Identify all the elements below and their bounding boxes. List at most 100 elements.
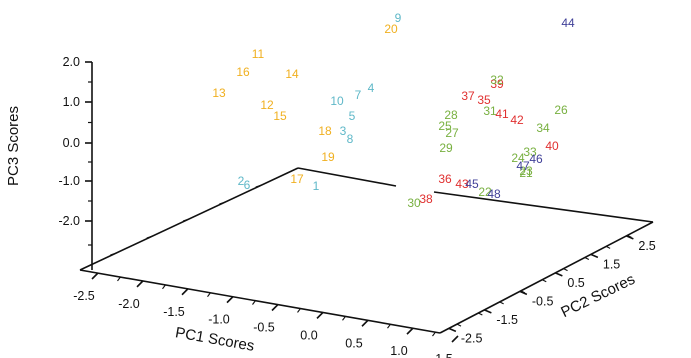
pc2-minor-tick xyxy=(605,245,611,249)
data-point-label: 3 xyxy=(340,124,347,138)
pc2-major-tick xyxy=(590,253,599,259)
pc2-tick-label: 1.5 xyxy=(603,257,620,271)
pc1-minor-tick xyxy=(162,284,166,290)
pc3-tick-label: 1.0 xyxy=(63,95,80,109)
pc1-major-tick xyxy=(226,296,234,304)
pc2-major-tick xyxy=(448,327,457,333)
pc1-axis-label: PC1 Scores xyxy=(174,324,256,355)
pc1-major-tick xyxy=(271,303,279,312)
data-point-label: 43 xyxy=(455,177,469,191)
data-point-label: 37 xyxy=(461,89,475,103)
data-point-label: 4 xyxy=(368,81,375,95)
pc1-major-tick xyxy=(91,272,99,280)
data-point-label: 21 xyxy=(519,166,533,180)
pc2-major-tick xyxy=(519,290,528,296)
data-point-label: 31 xyxy=(483,104,497,118)
data-point-label: 45 xyxy=(465,177,479,191)
pc1-tick-label: 0.0 xyxy=(300,328,317,342)
data-point-label: 32 xyxy=(490,73,504,87)
data-point-label: 7 xyxy=(355,88,362,102)
pc1-tick-label: 1.0 xyxy=(390,344,407,358)
pc1-tick-label: -2.0 xyxy=(118,297,140,311)
pc1-minor-tick xyxy=(117,276,121,282)
pc2-minor-tick xyxy=(584,257,590,261)
tick-labels: 2.0 1.0 0.0 -1.0 -2.0 -2.5 -2.0 -1.5 -1.0 -0.5 0.0… xyxy=(58,55,655,358)
pc2-minor-tick xyxy=(478,312,483,316)
axes xyxy=(79,61,654,343)
floor-edge-tick xyxy=(110,252,117,256)
data-point-label: 38 xyxy=(419,192,433,206)
floor-edge-tick xyxy=(182,218,190,222)
pc1-major-tick xyxy=(361,319,369,327)
pc2-tick-label: 0.5 xyxy=(567,276,584,290)
pc2-tick-label: 2.5 xyxy=(638,239,655,253)
pc3-axis-label: PC3 Scores xyxy=(5,106,22,186)
pc3-tick-label: -1.0 xyxy=(58,174,80,188)
pc3-tick-label: -2.0 xyxy=(58,214,80,228)
pc3-tick-label: 2.0 xyxy=(63,55,80,69)
pc2-minor-tick xyxy=(627,234,632,238)
pc1-tick-label: -1.0 xyxy=(208,313,230,327)
pc1-tick-label: -1.5 xyxy=(163,305,185,319)
pc1-axis-line xyxy=(79,269,441,334)
pc1-minor-tick xyxy=(297,308,301,313)
data-point-label: 12 xyxy=(260,98,274,112)
data-point-label: 19 xyxy=(321,150,335,164)
data-point-label: 5 xyxy=(349,109,356,123)
data-point-label: 1 xyxy=(313,179,320,193)
data-point-label: 29 xyxy=(439,141,453,155)
data-point-label: 8 xyxy=(347,132,354,146)
data-point-label: 17 xyxy=(290,172,304,186)
data-point-label: 44 xyxy=(561,16,575,30)
pc2-major-tick xyxy=(555,272,563,277)
pc2-major-tick xyxy=(626,235,634,240)
data-point-label: 42 xyxy=(510,113,524,127)
floor-edge-tick xyxy=(146,235,153,239)
data-point-label: 47 xyxy=(516,159,530,173)
pc2-tick-label: -1.5 xyxy=(496,313,518,327)
data-point-label: 24 xyxy=(511,151,525,165)
data-point-label: 18 xyxy=(318,124,332,138)
data-point-label: 26 xyxy=(554,103,568,117)
data-point-label: 34 xyxy=(536,121,550,135)
pc2-minor-tick xyxy=(456,323,462,327)
data-point-label: 10 xyxy=(330,94,344,108)
pc1-major-tick xyxy=(181,288,189,296)
data-point-label: 14 xyxy=(285,67,299,81)
pc1-tick-label: 0.5 xyxy=(345,336,362,350)
data-point-label: 20 xyxy=(384,22,398,36)
pc2-minor-tick xyxy=(541,279,547,283)
data-point-label: 36 xyxy=(438,172,452,186)
data-point-label: 13 xyxy=(212,86,226,100)
pc3-tick-label: 0.0 xyxy=(63,136,80,150)
pc2-major-tick xyxy=(484,309,492,314)
pc2-tick-label: -0.5 xyxy=(532,294,554,308)
pc2-minor-tick xyxy=(520,290,526,294)
floor-back-right-edge xyxy=(297,167,397,187)
pc1-major-tick xyxy=(316,311,324,319)
data-point-label: 27 xyxy=(445,126,459,140)
pc2-axis-line xyxy=(439,221,654,334)
data-point-label: 35 xyxy=(477,93,491,107)
data-point-label: 46 xyxy=(529,152,543,166)
pc1-tick-label: 1.5 xyxy=(435,352,452,358)
floor-edge-tick xyxy=(219,201,226,205)
data-point-label: 9 xyxy=(395,11,402,25)
data-point-label: 11 xyxy=(252,47,265,61)
data-point-label: 28 xyxy=(444,108,458,122)
pc2-tick-label: -2.5 xyxy=(461,331,483,345)
data-point-label: 30 xyxy=(407,196,421,210)
data-point-label: 25 xyxy=(438,119,452,133)
pc2-minor-tick xyxy=(499,301,504,305)
pc2-minor-tick xyxy=(563,268,568,272)
data-point-label: 2 xyxy=(238,174,245,188)
pc1-minor-tick xyxy=(342,315,346,321)
data-point-label: 33 xyxy=(523,145,537,159)
data-point-label: 40 xyxy=(545,139,559,153)
pc1-tick-label: -0.5 xyxy=(253,321,275,335)
data-point-label: 48 xyxy=(487,187,501,201)
pc1-minor-tick xyxy=(387,323,391,329)
